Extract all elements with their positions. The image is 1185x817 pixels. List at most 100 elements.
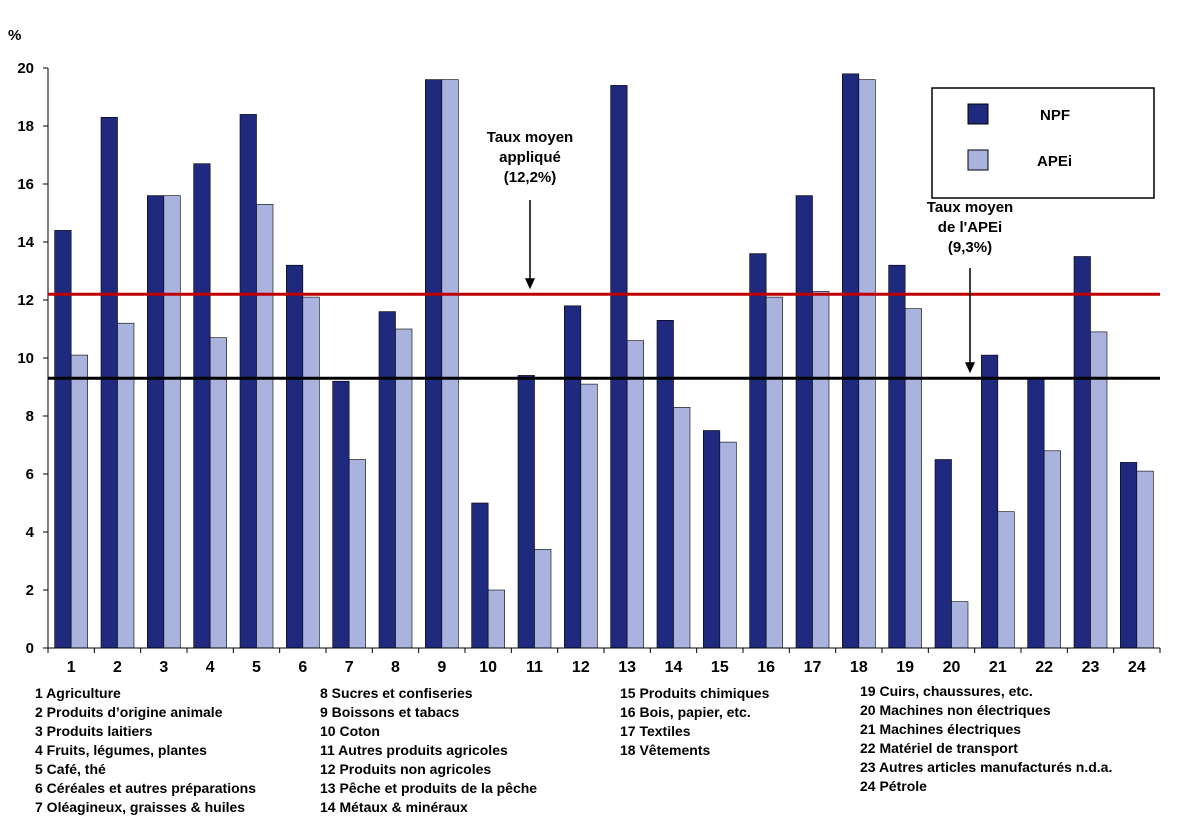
bar-apei-22 bbox=[1043, 450, 1061, 649]
x-tick-label: 8 bbox=[391, 659, 400, 676]
annotation-applied: Taux moyen bbox=[487, 129, 573, 146]
bar-apei-3 bbox=[163, 195, 181, 649]
x-tick-label: 1 bbox=[67, 659, 76, 676]
category-key-item: 18 Vêtements bbox=[620, 742, 711, 758]
y-tick-label: 10 bbox=[17, 350, 34, 367]
x-tick-label: 23 bbox=[1082, 659, 1100, 676]
x-tick-label: 20 bbox=[943, 659, 961, 676]
bar-apei-17 bbox=[812, 290, 830, 649]
bar-npf-23 bbox=[1073, 256, 1091, 649]
bar-apei-13 bbox=[626, 340, 644, 649]
category-key-item: 6 Céréales et autres préparations bbox=[35, 780, 256, 796]
category-key-item: 14 Métaux & minéraux bbox=[320, 799, 468, 815]
bar-apei-21 bbox=[997, 511, 1015, 649]
x-tick-label: 21 bbox=[989, 659, 1007, 676]
category-key-item: 22 Matériel de transport bbox=[860, 740, 1018, 756]
x-tick-label: 7 bbox=[345, 659, 354, 676]
bar-npf-7 bbox=[332, 380, 350, 649]
category-key-item: 9 Boissons et tabacs bbox=[320, 704, 460, 720]
y-tick-label: 16 bbox=[17, 176, 34, 193]
category-key-col-4: 19 Cuirs, chaussures, etc. 20 Machines no… bbox=[860, 682, 1112, 796]
bar-apei-19 bbox=[904, 308, 922, 649]
bar-apei-18 bbox=[858, 79, 876, 649]
reference-lines: Taux moyen appliqué (12,2%) Taux moyen de l'… bbox=[48, 129, 1160, 380]
bar-apei-9 bbox=[441, 79, 459, 649]
annotation-apei: de l'APEi bbox=[938, 219, 1002, 236]
bar-npf-24 bbox=[1120, 462, 1138, 649]
bar-apei-2 bbox=[117, 322, 135, 649]
y-tick-label: 4 bbox=[26, 524, 35, 541]
bar-npf-19 bbox=[888, 264, 906, 649]
bar-apei-6 bbox=[302, 296, 320, 649]
y-axis-label: % bbox=[8, 27, 21, 44]
bar-npf-18 bbox=[842, 73, 860, 649]
legend-label-npf: NPF bbox=[1040, 107, 1070, 124]
bar-apei-11 bbox=[534, 549, 552, 649]
bar-apei-16 bbox=[765, 296, 783, 649]
bar-npf-8 bbox=[378, 311, 396, 649]
x-tick-label: 9 bbox=[437, 659, 446, 676]
x-tick-label: 13 bbox=[618, 659, 636, 676]
category-key-col-3: 15 Produits chimiques 16 Bois, papier, et… bbox=[620, 684, 769, 760]
y-tick-label: 2 bbox=[26, 582, 34, 599]
x-tick-label: 11 bbox=[526, 659, 543, 676]
x-tick-label: 2 bbox=[113, 659, 122, 676]
bar-npf-11 bbox=[517, 375, 535, 649]
category-key-item: 21 Machines électriques bbox=[860, 721, 1022, 737]
y-tick-label: 14 bbox=[17, 234, 34, 251]
bar-npf-6 bbox=[286, 264, 304, 649]
y-tick-label: 6 bbox=[26, 466, 34, 483]
bar-apei-10 bbox=[487, 589, 505, 649]
bar-npf-15 bbox=[703, 430, 721, 649]
annotation-applied: appliqué bbox=[499, 149, 561, 166]
x-tick-label: 16 bbox=[757, 659, 775, 676]
bar-npf-9 bbox=[425, 79, 443, 649]
bar-npf-22 bbox=[1027, 377, 1045, 649]
bar-npf-5 bbox=[239, 114, 257, 649]
category-key-item: 16 Bois, papier, etc. bbox=[620, 704, 751, 720]
bar-npf-21 bbox=[981, 354, 999, 649]
bar-apei-24 bbox=[1136, 470, 1154, 649]
bar-apei-15 bbox=[719, 441, 737, 649]
bar-npf-4 bbox=[193, 163, 211, 649]
legend-label-apei: APEi bbox=[1037, 153, 1072, 170]
bar-apei-7 bbox=[348, 459, 366, 649]
x-tick-label: 14 bbox=[665, 659, 683, 676]
x-tick-label: 4 bbox=[206, 659, 215, 676]
bar-apei-20 bbox=[951, 601, 969, 649]
category-key-item: 11 Autres produits agricoles bbox=[320, 742, 508, 758]
x-tick-label: 12 bbox=[572, 659, 590, 676]
legend-swatch-apei bbox=[967, 149, 989, 171]
x-tick-label: 3 bbox=[159, 659, 168, 676]
category-key-item: 13 Pêche et produits de la pêche bbox=[320, 780, 538, 796]
category-key-item: 4 Fruits, légumes, plantes bbox=[35, 742, 207, 758]
y-tick-label: 20 bbox=[17, 60, 34, 77]
annotation-arrowhead-applied bbox=[525, 278, 535, 290]
legend-swatch-npf bbox=[967, 103, 989, 125]
x-tick-label: 10 bbox=[479, 659, 497, 676]
x-tick-label: 19 bbox=[896, 659, 914, 676]
category-key-item: 20 Machines non électriques bbox=[860, 702, 1051, 718]
category-key-item: 15 Produits chimiques bbox=[620, 685, 770, 701]
y-tick-label: 12 bbox=[17, 292, 34, 309]
annotation-apei: (9,3%) bbox=[948, 239, 992, 256]
bar-npf-10 bbox=[471, 502, 489, 649]
bar-npf-3 bbox=[147, 195, 165, 649]
category-key-item: 24 Pétrole bbox=[860, 778, 927, 794]
bar-npf-17 bbox=[795, 195, 813, 649]
category-key-item: 7 Oléagineux, graisses & huiles bbox=[35, 799, 246, 815]
bar-apei-4 bbox=[209, 337, 227, 649]
x-tick-label: 17 bbox=[804, 659, 822, 676]
bar-npf-20 bbox=[934, 459, 952, 649]
category-key-item: 12 Produits non agricoles bbox=[320, 761, 492, 777]
legend-box bbox=[931, 87, 1155, 199]
x-tick-label: 5 bbox=[252, 659, 261, 676]
category-key-item: 17 Textiles bbox=[620, 723, 691, 739]
category-key-item: 10 Coton bbox=[320, 723, 380, 739]
annotation-applied: (12,2%) bbox=[504, 169, 557, 186]
y-tick-label: 18 bbox=[17, 118, 34, 135]
x-tick-label: 18 bbox=[850, 659, 868, 676]
annotation-arrowhead-apei bbox=[965, 362, 975, 374]
legend: NPF APEi bbox=[931, 87, 1155, 199]
